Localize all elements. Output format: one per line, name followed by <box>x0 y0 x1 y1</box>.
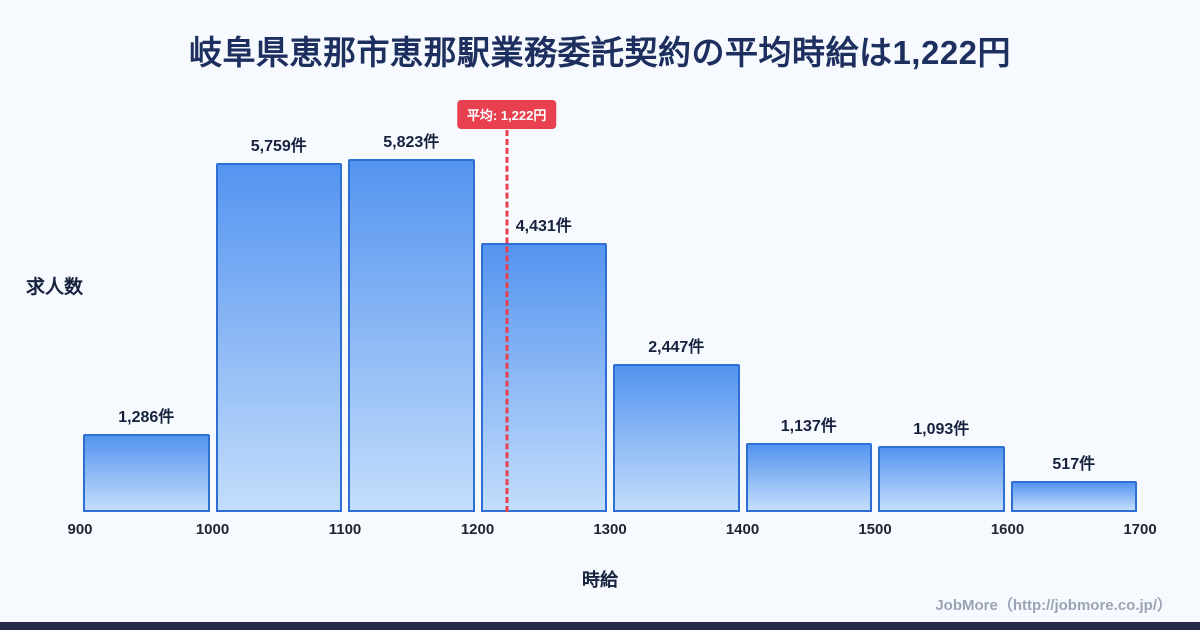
x-axis-tick: 1500 <box>858 521 892 538</box>
histogram-bar <box>613 363 740 512</box>
plot-area: 1,286件 5,759件 5,823件 4,431件 2,447件 1,137件 1,09… <box>80 130 1140 512</box>
bar-value-label: 5,759件 <box>250 137 307 155</box>
histogram-bar <box>348 158 475 512</box>
bar-value-label: 2,447件 <box>648 338 705 356</box>
average-badge: 平均: 1,222円 <box>456 100 557 129</box>
histogram-bar <box>1010 480 1137 512</box>
x-axis-tick: 1400 <box>725 521 760 538</box>
x-axis-tick: 1200 <box>460 521 495 538</box>
histogram-bar <box>480 243 607 512</box>
bar-value-label: 1,286件 <box>118 409 175 427</box>
bar-value-label: 517件 <box>1052 455 1096 473</box>
x-axis-tick: 1000 <box>195 521 230 538</box>
histogram-bar <box>83 434 210 512</box>
page-title: 岐阜県恵那市恵那駅業務委託契約の平均時給は1,222円 <box>188 34 1012 71</box>
bar-value-label: 4,431件 <box>515 218 572 236</box>
histogram-chart: 平均: 1,222円 1,286件 5,759件 5,823件 4,431件 2,447… <box>80 100 1140 512</box>
histogram-bar <box>745 443 872 512</box>
y-axis-label: 求人数 <box>26 277 84 298</box>
average-line <box>505 130 509 512</box>
bar-value-label: 1,137件 <box>780 418 837 436</box>
x-axis-label: 時給 <box>582 570 618 590</box>
x-axis-ticks: 900 1000 1100 1200 1300 1400 1500 1600 1700 <box>67 521 1156 543</box>
x-axis-tick: 1700 <box>1123 521 1157 538</box>
bar-value-label: 5,823件 <box>383 133 440 151</box>
x-axis-tick: 1600 <box>990 521 1025 538</box>
x-axis-tick: 1100 <box>328 521 362 538</box>
bottom-accent-strip <box>0 622 1200 630</box>
bar-value-label: 1,093件 <box>913 420 970 438</box>
credit-text: JobMore（http://jobmore.co.jp/） <box>935 597 1172 614</box>
x-axis-tick: 1300 <box>593 521 627 538</box>
histogram-bar <box>215 162 342 512</box>
histogram-bar <box>878 445 1005 512</box>
x-axis-tick: 900 <box>67 521 93 538</box>
